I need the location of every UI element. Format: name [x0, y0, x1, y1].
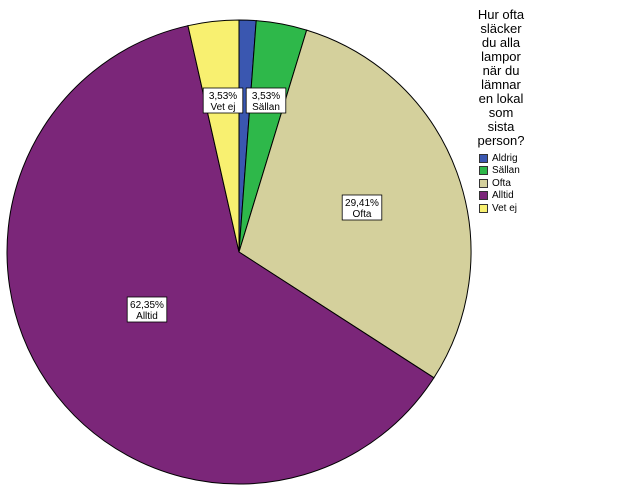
- data-label-percent: 3,53%: [209, 91, 237, 102]
- legend-label: Vet ej: [492, 202, 518, 214]
- pie-slice-vet-ej: [187, 19, 240, 253]
- data-label-sallan: 3,53%Sällan: [245, 87, 287, 114]
- data-label-percent: 29,41%: [345, 198, 379, 209]
- legend-item-alltid: Alltid: [479, 190, 520, 203]
- data-label-box: [202, 87, 244, 114]
- data-label-category: Ofta: [353, 209, 372, 220]
- legend-title-line: en lokal: [478, 91, 524, 106]
- legend-item-sallan: Sällan: [479, 165, 520, 178]
- legend-swatch: [479, 153, 488, 163]
- data-label-category: Sällan: [252, 102, 280, 113]
- pie-slice-alltid: [6, 25, 435, 485]
- legend-title-line: person?: [477, 133, 525, 148]
- legend-title-line: som: [488, 105, 514, 120]
- legend-title-line: släcker: [480, 21, 522, 36]
- legend-title-line: du alla: [481, 35, 521, 50]
- data-label-category: Alltid: [136, 311, 158, 322]
- legend-swatch: [479, 166, 488, 176]
- data-label-percent: 62,35%: [130, 300, 164, 311]
- legend-title-line: sista: [487, 119, 515, 134]
- legend-title: Hur ofta släcker du alla lampor när du l…: [450, 8, 552, 148]
- legend-swatch: [479, 203, 488, 213]
- data-label-box: [245, 87, 287, 114]
- legend-label: Sällan: [492, 165, 520, 177]
- legend-item-ofta: Ofta: [479, 177, 520, 190]
- data-label-category: Vet ej: [210, 102, 235, 113]
- data-label-vet-ej: 3,53%Vet ej: [202, 87, 244, 114]
- legend-swatch: [479, 191, 488, 201]
- data-label-box: [341, 194, 383, 221]
- legend-title-line: Hur ofta: [477, 7, 525, 22]
- data-label-box: [126, 296, 168, 323]
- data-label-alltid: 62,35%Alltid: [126, 296, 168, 323]
- legend-title-line: när du: [482, 63, 520, 78]
- legend-item-vet-ej: Vet ej: [479, 202, 520, 215]
- legend-label: Alltid: [492, 190, 514, 202]
- legend: Aldrig Sällan Ofta Alltid Vet ej: [479, 152, 520, 215]
- data-label-percent: 3,53%: [252, 91, 280, 102]
- legend-label: Ofta: [492, 177, 511, 189]
- legend-swatch: [479, 178, 488, 188]
- data-label-ofta: 29,41%Ofta: [341, 194, 383, 221]
- legend-item-aldrig: Aldrig: [479, 152, 520, 165]
- legend-title-line: lämnar: [481, 77, 521, 92]
- legend-title-line: lampor: [481, 49, 521, 64]
- legend-label: Aldrig: [492, 152, 518, 164]
